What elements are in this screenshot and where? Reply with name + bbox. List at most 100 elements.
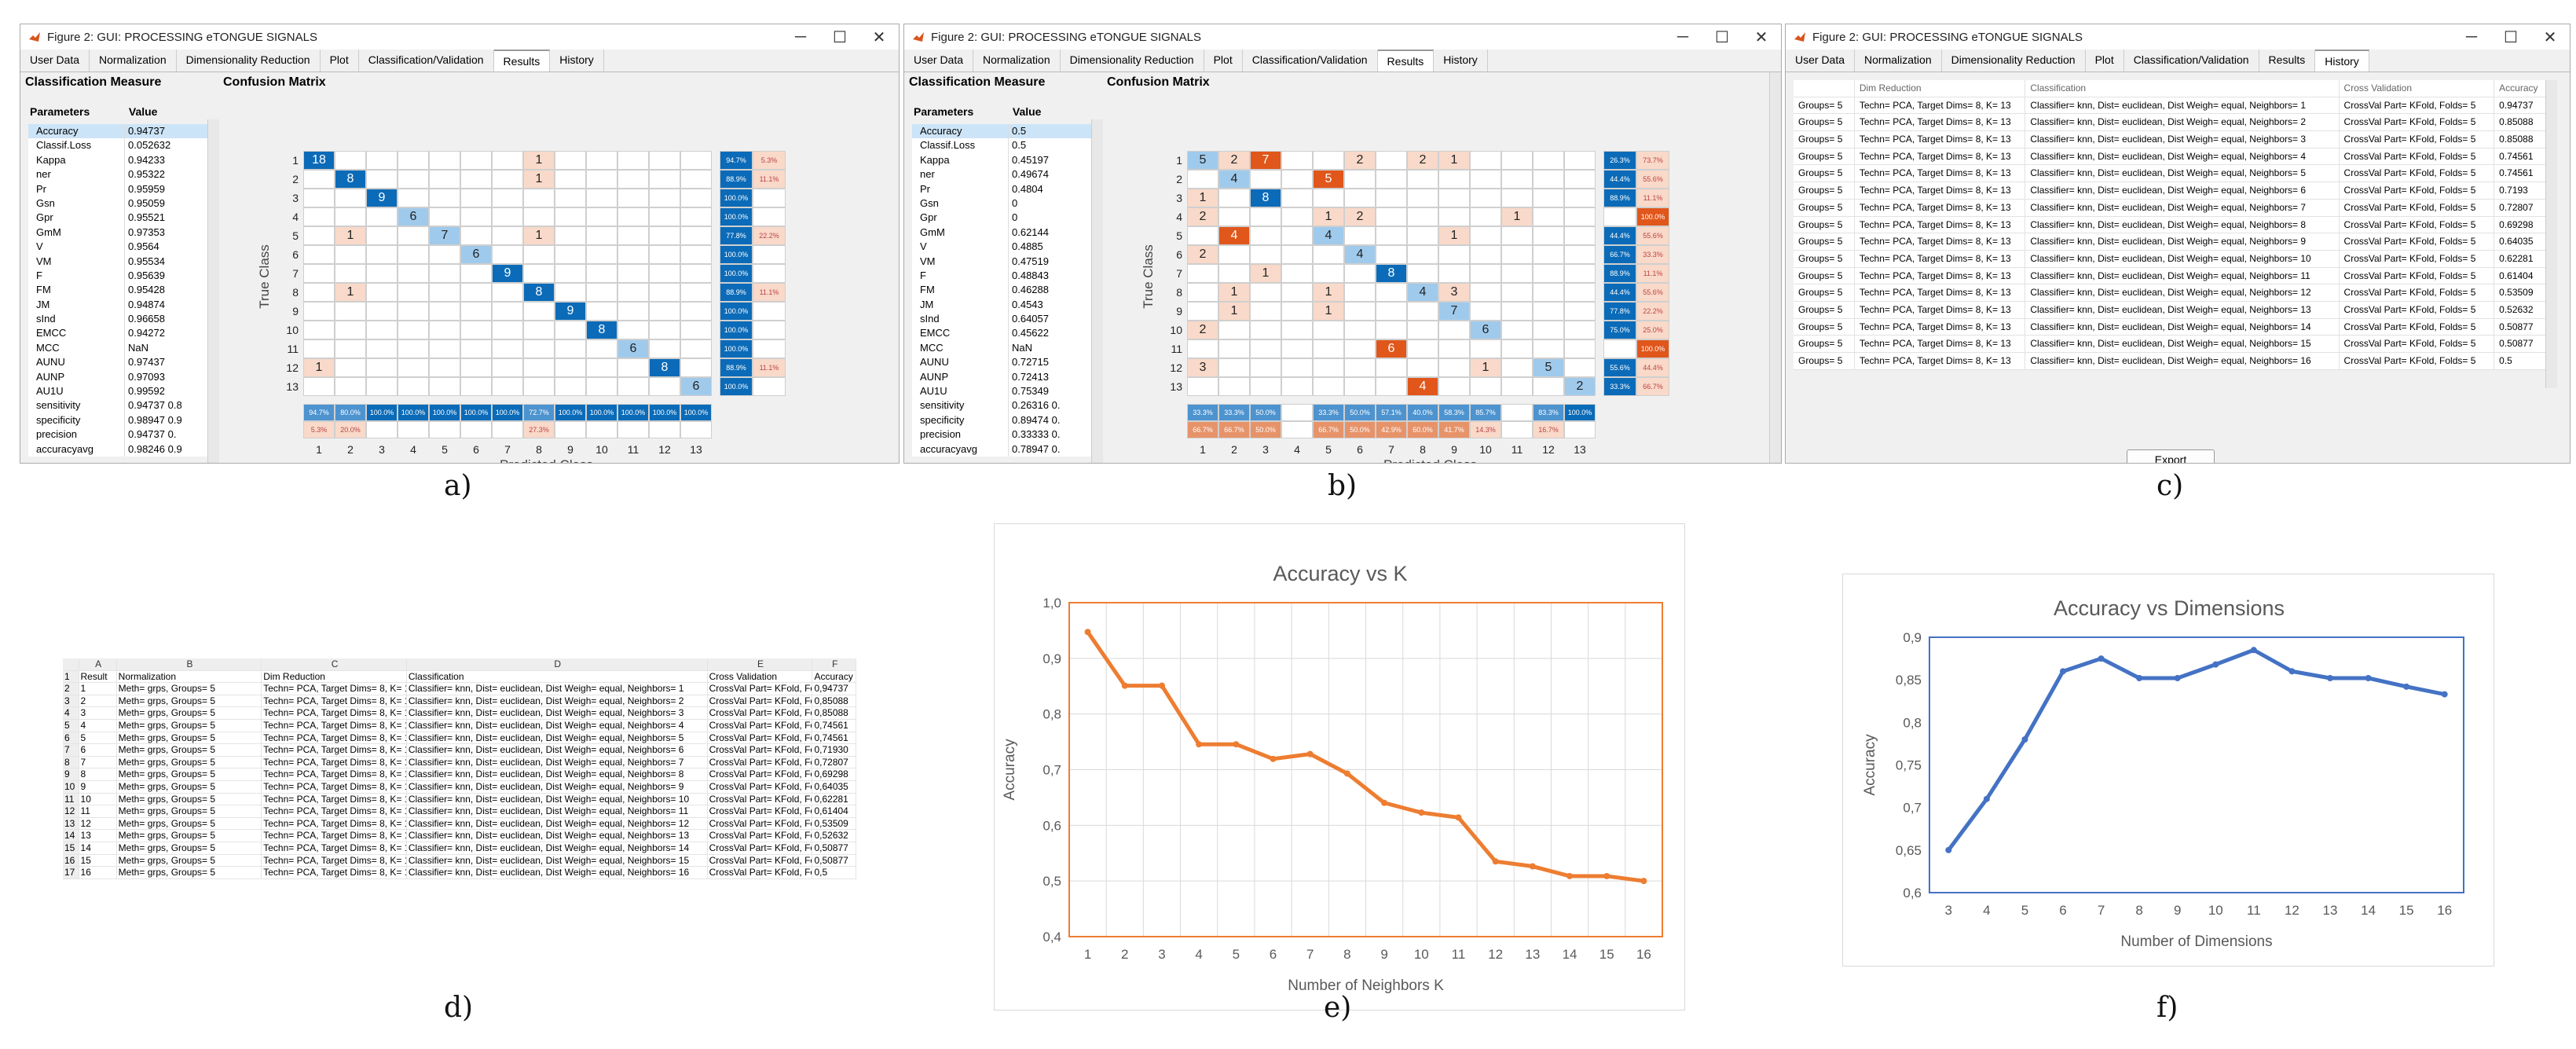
parameter-row[interactable]: VM 0.47519 bbox=[912, 254, 1093, 269]
tab-history[interactable]: History bbox=[2315, 50, 2369, 72]
history-row[interactable]: Groups= 5 Techn= PCA, Target Dims= 8, K= … bbox=[1794, 114, 2547, 132]
parameter-row[interactable]: JM 0.94874 bbox=[28, 297, 209, 313]
history-row[interactable]: Groups= 5 Techn= PCA, Target Dims= 8, K= … bbox=[1794, 216, 2547, 234]
sheet-cell[interactable]: 8 bbox=[79, 768, 117, 780]
sheet-cell[interactable]: 9 bbox=[79, 780, 117, 793]
sheet-cell[interactable]: Classifier= knn, Dist= euclidean, Dist W… bbox=[407, 683, 708, 695]
sheet-cell[interactable]: 0,94737 bbox=[812, 683, 856, 695]
sheet-cell[interactable]: Meth= grps, Groups= 5 bbox=[117, 719, 262, 732]
sheet-cell[interactable]: 0,85088 bbox=[812, 707, 856, 719]
sheet-cell[interactable]: Techn= PCA, Target Dims= 8, K= 13 bbox=[263, 817, 407, 830]
sheet-cell[interactable]: CrossVal Part= KFold, Folds= 5 bbox=[708, 817, 813, 830]
sheet-cell[interactable]: Techn= PCA, Target Dims= 8, K= 13 bbox=[263, 695, 407, 707]
parameter-row[interactable]: FM 0.95428 bbox=[28, 283, 209, 298]
sheet-cell[interactable]: 14 bbox=[79, 842, 117, 854]
sheet-cell[interactable]: Techn= PCA, Target Dims= 8, K= 13 bbox=[263, 830, 407, 842]
sheet-cell[interactable]: 0,85088 bbox=[812, 695, 856, 707]
sheet-cell[interactable]: Meth= grps, Groups= 5 bbox=[117, 780, 262, 793]
sheet-cell[interactable]: 15 bbox=[79, 854, 117, 867]
tab-plot[interactable]: Plot bbox=[1204, 50, 1243, 72]
tab-normalization[interactable]: Normalization bbox=[1855, 50, 1942, 72]
tab-dimensionality-reduction[interactable]: Dimensionality Reduction bbox=[1061, 50, 1204, 72]
sheet-cell[interactable]: CrossVal Part= KFold, Folds= 5 bbox=[708, 867, 813, 878]
tab-history[interactable]: History bbox=[550, 50, 604, 72]
maximize-button[interactable]: ☐ bbox=[2504, 28, 2518, 46]
parameters-scrollbar[interactable] bbox=[1091, 119, 1103, 463]
sheet-cell[interactable]: Meth= grps, Groups= 5 bbox=[117, 732, 262, 744]
sheet-cell[interactable]: 1 bbox=[79, 683, 117, 695]
sheet-cell[interactable]: Classifier= knn, Dist= euclidean, Dist W… bbox=[407, 732, 708, 744]
sheet-cell[interactable]: CrossVal Part= KFold, Folds= 5 bbox=[708, 756, 813, 768]
sheet-cell[interactable]: 6 bbox=[79, 744, 117, 756]
sheet-cell[interactable]: CrossVal Part= KFold, Folds= 5 bbox=[708, 830, 813, 842]
tab-user-data[interactable]: User Data bbox=[20, 50, 90, 72]
sheet-cell[interactable]: CrossVal Part= KFold, Folds= 5 bbox=[708, 793, 813, 805]
sheet-cell[interactable]: 0,61404 bbox=[812, 805, 856, 817]
parameter-row[interactable]: Gsn 0 bbox=[912, 196, 1093, 211]
parameters-scrollbar[interactable] bbox=[207, 119, 219, 463]
sheet-cell[interactable]: 0,74561 bbox=[812, 719, 856, 732]
sheet-cell[interactable]: 0,64035 bbox=[812, 780, 856, 793]
parameter-row[interactable]: AUNU 0.97437 bbox=[28, 355, 209, 370]
sheet-cell[interactable]: CrossVal Part= KFold, Folds= 5 bbox=[708, 780, 813, 793]
sheet-cell[interactable]: Classifier= knn, Dist= euclidean, Dist W… bbox=[407, 830, 708, 842]
sheet-cell[interactable]: 0,50877 bbox=[812, 842, 856, 854]
parameter-row[interactable]: Gpr 0.95521 bbox=[28, 211, 209, 226]
parameter-row[interactable]: JM 0.4543 bbox=[912, 297, 1093, 313]
parameter-row[interactable]: AU1U 0.75349 bbox=[912, 384, 1093, 399]
tab-classification-validation[interactable]: Classification/Validation bbox=[1243, 50, 1378, 72]
sheet-cell[interactable]: Meth= grps, Groups= 5 bbox=[117, 805, 262, 817]
parameter-row[interactable]: specificity 0.98947 0.9 bbox=[28, 413, 209, 428]
parameter-row[interactable]: EMCC 0.45622 bbox=[912, 326, 1093, 341]
sheet-cell[interactable]: Techn= PCA, Target Dims= 8, K= 13 bbox=[263, 683, 407, 695]
sheet-cell[interactable]: Techn= PCA, Target Dims= 8, K= 13 bbox=[263, 867, 407, 878]
sheet-cell[interactable]: 5 bbox=[79, 732, 117, 744]
tab-normalization[interactable]: Normalization bbox=[90, 50, 177, 72]
close-button[interactable]: ✕ bbox=[872, 28, 886, 46]
parameter-row[interactable]: ner 0.95322 bbox=[28, 167, 209, 182]
sheet-cell[interactable]: 0,74561 bbox=[812, 732, 856, 744]
history-row[interactable]: Groups= 5 Techn= PCA, Target Dims= 8, K= … bbox=[1794, 336, 2547, 353]
sheet-cell[interactable]: Classifier= knn, Dist= euclidean, Dist W… bbox=[407, 780, 708, 793]
sheet-cell[interactable]: Classifier= knn, Dist= euclidean, Dist W… bbox=[407, 695, 708, 707]
sheet-cell[interactable]: Classifier= knn, Dist= euclidean, Dist W… bbox=[407, 854, 708, 867]
sheet-cell[interactable]: 0,52632 bbox=[812, 830, 856, 842]
history-row[interactable]: Groups= 5 Techn= PCA, Target Dims= 8, K= … bbox=[1794, 301, 2547, 319]
parameter-row[interactable]: MCC NaN bbox=[28, 340, 209, 356]
sheet-cell[interactable]: Techn= PCA, Target Dims= 8, K= 13 bbox=[263, 732, 407, 744]
tab-results[interactable]: Results bbox=[1377, 50, 1435, 72]
tab-user-data[interactable]: User Data bbox=[904, 50, 974, 72]
parameter-row[interactable]: VM 0.95534 bbox=[28, 254, 209, 269]
sheet-cell[interactable]: 3 bbox=[79, 707, 117, 719]
parameter-row[interactable]: V 0.9564 bbox=[28, 240, 209, 255]
parameter-row[interactable]: Gsn 0.95059 bbox=[28, 196, 209, 211]
sheet-cell[interactable]: 0,71930 bbox=[812, 744, 856, 756]
history-row[interactable]: Groups= 5 Techn= PCA, Target Dims= 8, K= … bbox=[1794, 165, 2547, 183]
history-table[interactable]: Dim Reduction Classification Cross Valid… bbox=[1794, 80, 2547, 370]
tab-normalization[interactable]: Normalization bbox=[973, 50, 1061, 72]
parameter-row[interactable]: Accuracy 0.5 bbox=[912, 124, 1093, 139]
sheet-cell[interactable]: 0,69298 bbox=[812, 768, 856, 780]
tab-history[interactable]: History bbox=[1434, 50, 1488, 72]
sheet-cell[interactable]: Classifier= knn, Dist= euclidean, Dist W… bbox=[407, 842, 708, 854]
sheet-cell[interactable]: Meth= grps, Groups= 5 bbox=[117, 707, 262, 719]
parameter-row[interactable]: Accuracy 0.94737 bbox=[28, 124, 209, 139]
sheet-cell[interactable]: 2 bbox=[79, 695, 117, 707]
sheet-cell[interactable]: 13 bbox=[79, 830, 117, 842]
sheet-cell[interactable]: Meth= grps, Groups= 5 bbox=[117, 854, 262, 867]
sheet-cell[interactable]: Meth= grps, Groups= 5 bbox=[117, 793, 262, 805]
parameter-row[interactable]: AUNP 0.97093 bbox=[28, 369, 209, 385]
parameter-row[interactable]: F 0.48843 bbox=[912, 268, 1093, 284]
tab-user-data[interactable]: User Data bbox=[1786, 50, 1856, 72]
sheet-cell[interactable]: Techn= PCA, Target Dims= 8, K= 13 bbox=[263, 780, 407, 793]
sheet-cell[interactable]: 0,50877 bbox=[812, 854, 856, 867]
sheet-cell[interactable]: Classifier= knn, Dist= euclidean, Dist W… bbox=[407, 805, 708, 817]
history-row[interactable]: Groups= 5 Techn= PCA, Target Dims= 8, K= … bbox=[1794, 267, 2547, 285]
sheet-cell[interactable]: Meth= grps, Groups= 5 bbox=[117, 830, 262, 842]
close-button[interactable]: ✕ bbox=[1754, 28, 1768, 46]
sheet-cell[interactable]: 10 bbox=[79, 793, 117, 805]
parameter-row[interactable]: Kappa 0.45197 bbox=[912, 152, 1093, 168]
sheet-cell[interactable]: CrossVal Part= KFold, Folds= 5 bbox=[708, 732, 813, 744]
sheet-cell[interactable]: 16 bbox=[79, 867, 117, 878]
sheet-cell[interactable]: Classifier= knn, Dist= euclidean, Dist W… bbox=[407, 707, 708, 719]
